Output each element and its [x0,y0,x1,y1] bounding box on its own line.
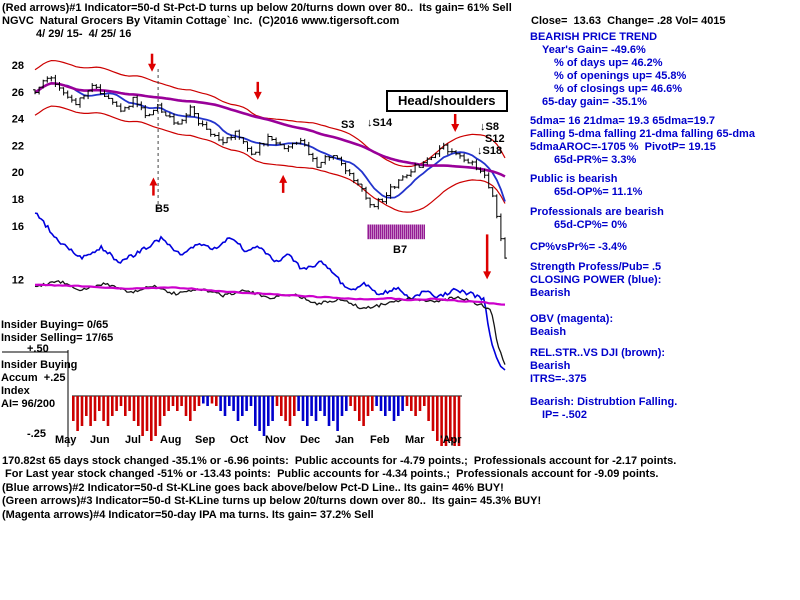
scale-plus-50-label: +.50 [27,343,49,355]
svg-text:Mar: Mar [405,434,425,446]
signal-marker-b7: B7 [393,244,408,256]
analysis-line: IP= -.502 [542,409,587,421]
analysis-line: Falling 5-dma falling 21-dma falling 65-… [530,128,755,140]
analysis-line: Public is bearish [530,173,618,185]
footer-line: (Green arrows)#3 Indicator=50-d St-KLine… [2,495,542,508]
svg-text:20: 20 [12,167,24,179]
analysis-line: 5dmaAROC=-1705 % PivotP= 19.15 [530,141,716,153]
analysis-line: % of openings up= 45.8% [554,70,687,82]
signal-marker-s18: ↓S18 [477,145,503,157]
svg-text:Sep: Sep [195,434,215,446]
svg-text:Aug: Aug [160,434,181,446]
analysis-line: Year's Gain= -49.6% [542,44,646,56]
svg-text:16: 16 [12,221,24,233]
analysis-line: 65-day gain= -35.1% [542,96,647,108]
svg-text:18: 18 [12,194,24,206]
analysis-line: Professionals are bearish [530,206,664,218]
red-arrows-indicator-legend: (Red arrows)#1 Indicator=50-d St-Pct-D t… [2,2,512,14]
analysis-line: ITRS=-.375 [530,373,587,385]
footer-line: (Blue arrows)#2 Indicator=50-d St-KLine … [2,481,504,494]
analysis-line: 65d-PR%= 3.3% [554,154,637,166]
quote-summary: Close= 13.63 Change= .28 Vol= 4015 [531,15,726,27]
svg-text:26: 26 [12,87,24,99]
svg-text:Nov: Nov [265,434,287,446]
footer-notes: 170.82st 65 days stock changed -35.1% or… [2,455,798,522]
svg-text:22: 22 [12,140,24,152]
svg-text:12: 12 [12,274,24,286]
analysis-line: REL.STR..VS DJI (brown): [530,347,666,359]
svg-text:28: 28 [12,60,24,72]
signal-marker-b5: B5 [155,203,170,215]
svg-text:24: 24 [12,114,25,126]
insider-selling-label: Insider Selling= 17/65 [1,332,114,344]
signal-marker-s3: S3 [341,119,355,131]
index-axis-label: Index [1,385,30,397]
analysis-line: Beaish [530,326,567,338]
svg-text:'Apr: 'Apr [440,434,462,446]
svg-text:Oct: Oct [230,434,249,446]
accum-axis-label: Accum +.25 [1,372,66,384]
analysis-panel: BEARISH PRICE TREND Year's Gain= -49.6%% … [530,31,798,422]
analysis-line: BEARISH PRICE TREND [530,31,658,43]
analysis-line: CP%vsPr%= -3.4% [530,241,627,253]
signal-marker-s12: S12 [485,133,505,145]
svg-text:Feb: Feb [370,434,390,446]
analysis-line: OBV (magenta): [530,313,614,325]
head-shoulders-label: Head/shoulders [386,90,508,112]
svg-text:Jun: Jun [90,434,110,446]
date-range: 4/ 29/ 15- 4/ 25/ 16 [36,28,132,40]
analysis-line: % of closings up= 46.6% [554,83,683,95]
insider-buying-axis-label: Insider Buying [1,359,78,371]
svg-text:Dec: Dec [300,434,320,446]
footer-line: For Last year stock changed -51% or -13.… [2,468,659,481]
analysis-line: CLOSING POWER (blue): [530,274,662,286]
svg-text:Jan: Jan [335,434,354,446]
analysis-line: 5dma= 16 21dma= 19.3 65dma=19.7 [530,115,715,127]
analysis-line: 65d-CP%= 0% [554,219,628,231]
signal-marker-s14: ↓S14 [367,117,393,129]
ai-value-label: AI= 96/200 [1,398,56,410]
signal-marker-s8: ↓S8 [480,121,499,133]
analysis-line: Bearish [530,287,571,299]
footer-line: 170.82st 65 days stock changed -35.1% or… [2,455,677,467]
svg-text:May: May [55,434,77,446]
analysis-line: % of days up= 46.2% [554,57,663,69]
analysis-line: 65d-OP%= 11.1% [554,186,643,198]
analysis-line: Bearish [530,360,571,372]
footer-line: (Magenta arrows)#4 Indicator=50-day IPA … [2,508,374,521]
scale-minus-25-label: -.25 [27,428,46,440]
insider-buying-label: Insider Buying= 0/65 [1,319,109,331]
svg-text:Jul: Jul [125,434,141,446]
ticker-title: NGVC Natural Grocers By Vitamin Cottage`… [2,15,400,27]
analysis-line: Bearish: Distrubtion Falling. [530,396,678,408]
analysis-line: Strength Profess/Pub= .5 [530,261,662,273]
